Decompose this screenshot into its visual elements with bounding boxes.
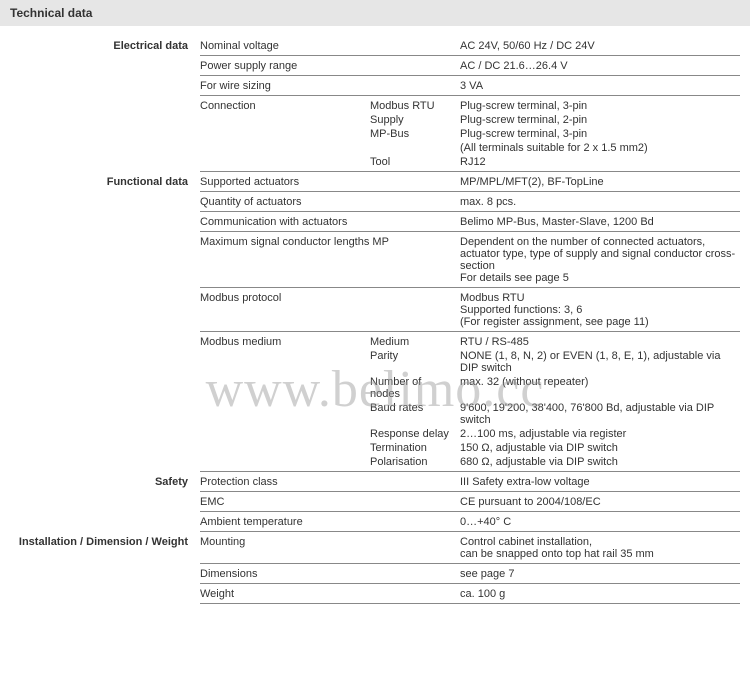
sub-row: Number of nodesmax. 32 (without repeater…	[370, 376, 740, 400]
sub-label	[370, 142, 460, 154]
param-label: Maximum signal conductor lengths MP	[200, 236, 460, 248]
param-label: Quantity of actuators	[200, 196, 460, 208]
sub-label: MP-Bus	[370, 128, 460, 140]
param-label: Communication with actuators	[200, 216, 460, 228]
param-value: MP/MPL/MFT(2), BF-TopLine	[460, 176, 740, 188]
sub-value: max. 32 (without repeater)	[460, 376, 740, 400]
param-value: CE pursuant to 2004/108/EC	[460, 496, 740, 508]
data-column: Protection classIII Safety extra-low vol…	[200, 472, 740, 532]
param-value: Control cabinet installation,can be snap…	[460, 536, 740, 560]
table-row: Maximum signal conductor lengths MPDepen…	[200, 232, 740, 288]
table-row: ConnectionModbus RTUPlug-screw terminal,…	[200, 96, 740, 172]
param-label: Nominal voltage	[200, 40, 460, 52]
category-label: Safety	[10, 472, 200, 488]
table-row: Quantity of actuatorsmax. 8 pcs.	[200, 192, 740, 212]
category-label: Functional data	[10, 172, 200, 188]
sub-value: Plug-screw terminal, 3-pin	[460, 100, 740, 112]
sub-params: Modbus RTUPlug-screw terminal, 3-pinSupp…	[370, 100, 740, 168]
sub-value: 9'600, 19'200, 38'400, 76'800 Bd, adjust…	[460, 402, 740, 426]
sub-value: 150 Ω, adjustable via DIP switch	[460, 442, 740, 454]
table-row: For wire sizing3 VA	[200, 76, 740, 96]
sub-label: Termination	[370, 442, 460, 454]
sub-value: (All terminals suitable for 2 x 1.5 mm2)	[460, 142, 740, 154]
table-row: Modbus mediumMediumRTU / RS-485ParityNON…	[200, 332, 740, 472]
param-value: 3 VA	[460, 80, 740, 92]
sub-row: ToolRJ12	[370, 156, 740, 168]
sub-row: Baud rates9'600, 19'200, 38'400, 76'800 …	[370, 402, 740, 426]
param-label: Modbus protocol	[200, 292, 460, 304]
table-row: Dimensionssee page 7	[200, 564, 740, 584]
param-value: AC / DC 21.6…26.4 V	[460, 60, 740, 72]
sub-label: Medium	[370, 336, 460, 348]
sub-row: Termination150 Ω, adjustable via DIP swi…	[370, 442, 740, 454]
param-value: Dependent on the number of connected act…	[460, 236, 740, 284]
sub-row: Response delay2…100 ms, adjustable via r…	[370, 428, 740, 440]
page-title: Technical data	[0, 0, 750, 26]
sub-value: Plug-screw terminal, 3-pin	[460, 128, 740, 140]
data-column: MountingControl cabinet installation,can…	[200, 532, 740, 604]
sub-label: Tool	[370, 156, 460, 168]
sub-label: Number of nodes	[370, 376, 460, 400]
section-row: Functional dataSupported actuatorsMP/MPL…	[10, 172, 740, 472]
param-label: EMC	[200, 496, 460, 508]
sub-value: 680 Ω, adjustable via DIP switch	[460, 456, 740, 468]
category-label: Installation / Dimension / Weight	[10, 532, 200, 548]
param-value: Belimo MP-Bus, Master-Slave, 1200 Bd	[460, 216, 740, 228]
table-row: Nominal voltageAC 24V, 50/60 Hz / DC 24V	[200, 36, 740, 56]
param-value: ca. 100 g	[460, 588, 740, 600]
table-row: Modbus protocolModbus RTUSupported funct…	[200, 288, 740, 332]
section-row: SafetyProtection classIII Safety extra-l…	[10, 472, 740, 532]
sub-value: RJ12	[460, 156, 740, 168]
sub-row: Polarisation680 Ω, adjustable via DIP sw…	[370, 456, 740, 468]
sub-value: Plug-screw terminal, 2-pin	[460, 114, 740, 126]
sub-value: 2…100 ms, adjustable via register	[460, 428, 740, 440]
sub-row: ParityNONE (1, 8, N, 2) or EVEN (1, 8, E…	[370, 350, 740, 374]
param-label: Dimensions	[200, 568, 460, 580]
sub-value: RTU / RS-485	[460, 336, 740, 348]
param-value: see page 7	[460, 568, 740, 580]
sub-row: MP-BusPlug-screw terminal, 3-pin	[370, 128, 740, 140]
table-row: MountingControl cabinet installation,can…	[200, 532, 740, 564]
param-label: For wire sizing	[200, 80, 460, 92]
param-label: Supported actuators	[200, 176, 460, 188]
table-row: Power supply rangeAC / DC 21.6…26.4 V	[200, 56, 740, 76]
table-row: Weightca. 100 g	[200, 584, 740, 604]
technical-data-table: Electrical dataNominal voltageAC 24V, 50…	[0, 26, 750, 624]
sub-params: MediumRTU / RS-485ParityNONE (1, 8, N, 2…	[370, 336, 740, 468]
param-label: Power supply range	[200, 60, 460, 72]
sub-label: Polarisation	[370, 456, 460, 468]
param-value: max. 8 pcs.	[460, 196, 740, 208]
param-value: III Safety extra-low voltage	[460, 476, 740, 488]
param-value: Modbus RTUSupported functions: 3, 6(For …	[460, 292, 740, 328]
sub-label: Parity	[370, 350, 460, 374]
param-label: Weight	[200, 588, 460, 600]
param-value: AC 24V, 50/60 Hz / DC 24V	[460, 40, 740, 52]
sub-row: SupplyPlug-screw terminal, 2-pin	[370, 114, 740, 126]
param-label: Connection	[200, 100, 370, 112]
sub-label: Baud rates	[370, 402, 460, 426]
sub-row: MediumRTU / RS-485	[370, 336, 740, 348]
sub-label: Response delay	[370, 428, 460, 440]
sub-row: Modbus RTUPlug-screw terminal, 3-pin	[370, 100, 740, 112]
sub-label: Modbus RTU	[370, 100, 460, 112]
table-row: Protection classIII Safety extra-low vol…	[200, 472, 740, 492]
table-row: Ambient temperature0…+40° C	[200, 512, 740, 532]
data-column: Nominal voltageAC 24V, 50/60 Hz / DC 24V…	[200, 36, 740, 172]
param-value: 0…+40° C	[460, 516, 740, 528]
param-label: Modbus medium	[200, 336, 370, 348]
param-label: Ambient temperature	[200, 516, 460, 528]
table-row: EMCCE pursuant to 2004/108/EC	[200, 492, 740, 512]
table-row: Communication with actuatorsBelimo MP-Bu…	[200, 212, 740, 232]
param-label: Mounting	[200, 536, 460, 548]
section-row: Installation / Dimension / WeightMountin…	[10, 532, 740, 604]
data-column: Supported actuatorsMP/MPL/MFT(2), BF-Top…	[200, 172, 740, 472]
param-label: Protection class	[200, 476, 460, 488]
category-label: Electrical data	[10, 36, 200, 52]
sub-row: (All terminals suitable for 2 x 1.5 mm2)	[370, 142, 740, 154]
sub-value: NONE (1, 8, N, 2) or EVEN (1, 8, E, 1), …	[460, 350, 740, 374]
sub-label: Supply	[370, 114, 460, 126]
table-row: Supported actuatorsMP/MPL/MFT(2), BF-Top…	[200, 172, 740, 192]
section-row: Electrical dataNominal voltageAC 24V, 50…	[10, 36, 740, 172]
